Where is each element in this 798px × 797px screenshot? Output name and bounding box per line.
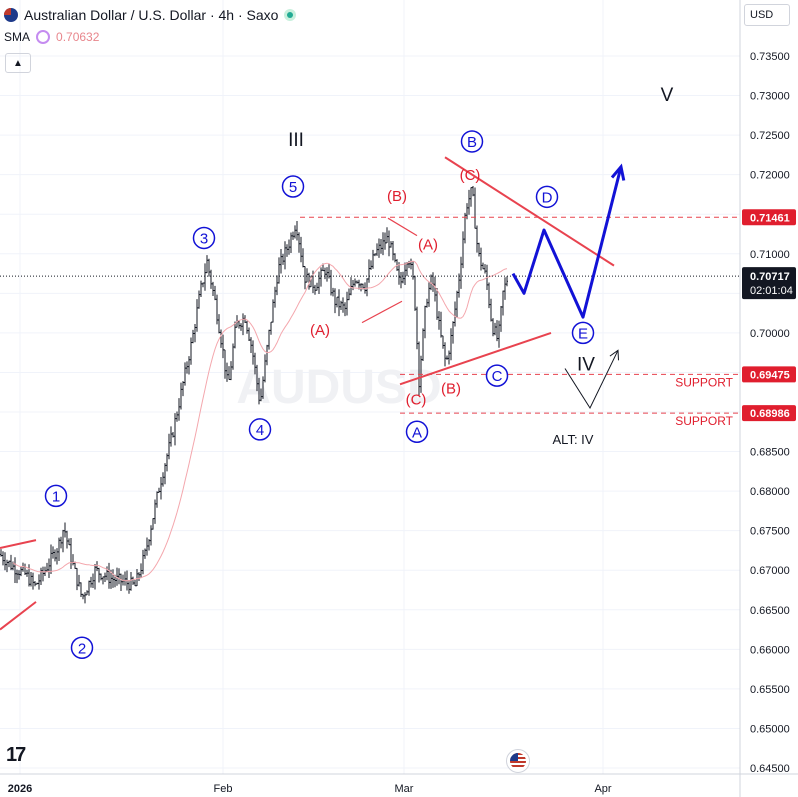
trendline[interactable] [444,156,615,267]
x-tick-label: Feb [214,783,233,795]
alt-projection-path[interactable] [564,350,619,410]
wave-label[interactable]: 5 [289,179,297,196]
wave-label[interactable]: A [412,424,422,441]
y-tick-label: 0.73000 [750,91,790,103]
level-price-text: 0.71461 [750,212,790,224]
level-price-tag [742,405,796,422]
wave-label[interactable]: (B) [441,380,461,397]
level-price-tag [742,209,796,226]
sma-legend: SMA 0.70632 [4,30,99,44]
aud-usd-flag-icon [4,8,18,22]
x-tick-label: Apr [594,783,611,795]
sma-settings-icon[interactable] [36,30,51,44]
y-tick-label: 0.64500 [750,763,790,775]
level-price-text: 0.69475 [750,369,790,381]
wave-label-circle[interactable] [571,321,595,345]
y-tick-label: 0.72000 [750,170,790,182]
wave-label-circle[interactable] [248,418,272,441]
x-tick-label: 2026 [8,783,32,795]
support-label: SUPPORT [675,375,733,389]
y-tick-label: 0.68500 [750,447,790,459]
wave-label-circle[interactable] [405,420,429,444]
level-price-tag [742,366,796,383]
wave-label-circle[interactable] [44,484,68,508]
symbol-watermark: AUDUSD [236,361,441,414]
wave-label[interactable]: B [467,134,477,151]
wave-label-circle[interactable] [485,364,509,387]
wave-label[interactable]: E [578,325,588,342]
collapse-legend-button[interactable]: ▲ [5,53,31,73]
y-tick-label: 0.67000 [750,565,790,577]
wave-label[interactable]: (A) [418,236,438,253]
wave-label[interactable]: III [288,130,304,151]
y-tick-label: 0.66000 [750,644,790,656]
trendline[interactable] [0,539,37,550]
wave-label[interactable]: 2 [78,640,86,657]
sma-line [12,260,508,582]
wave-label[interactable]: C [492,368,503,385]
wave-label[interactable]: IV [577,355,595,376]
y-tick-label: 0.66500 [750,605,790,617]
projection-arrowhead [610,163,626,181]
market-open-icon [284,9,297,21]
symbol-header: Australian Dollar / U.S. Dollar · 4h · S… [4,5,297,25]
wave-label-circle[interactable] [192,226,216,250]
y-tick-label: 0.65000 [750,723,790,735]
wave-label[interactable]: (C) [460,167,481,184]
wave-label[interactable]: V [661,85,674,106]
sma-label[interactable]: SMA [4,30,31,44]
currency-button[interactable]: USD [744,4,790,26]
wave-label[interactable]: (C) [406,392,427,409]
wave-label[interactable]: D [542,189,553,206]
trendline[interactable] [0,601,37,631]
us-flag-icon[interactable] [506,749,530,773]
wave-label[interactable]: (A) [310,322,330,339]
wave-label[interactable]: (B) [387,188,407,205]
bar-countdown-text: 02:01:04 [750,285,793,297]
trendline[interactable] [387,217,418,237]
wave-label[interactable]: 1 [52,488,60,505]
tradingview-logo[interactable]: 17 [6,744,26,766]
wave-label-circle[interactable] [460,130,484,153]
y-tick-label: 0.71000 [750,249,790,261]
wave-label[interactable]: ALT: IV [553,432,594,447]
wave-label[interactable]: 4 [256,422,264,439]
symbol-title[interactable]: Australian Dollar / U.S. Dollar · 4h · S… [24,7,279,23]
alt-projection-arrowhead [609,349,619,361]
y-tick-label: 0.70000 [750,328,790,340]
wave-label-circle[interactable] [70,636,94,660]
support-label: SUPPORT [675,414,733,428]
y-tick-label: 0.67500 [750,526,790,538]
wave-label-circle[interactable] [535,185,559,209]
y-tick-label: 0.68000 [750,486,790,498]
wave-projection-path[interactable] [511,166,623,319]
y-tick-label: 0.65500 [750,684,790,696]
current-price-tag [742,267,796,300]
trendline[interactable] [399,331,552,386]
trendline[interactable] [361,300,403,324]
y-tick-label: 0.72500 [750,130,790,142]
y-tick-label: 0.73500 [750,51,790,63]
sma-value: 0.70632 [56,30,100,44]
wave-label-circle[interactable] [281,175,305,198]
x-tick-label: Mar [395,783,414,795]
level-price-text: 0.68986 [750,408,790,420]
current-price-text: 0.70717 [750,271,790,283]
wave-label[interactable]: 3 [200,230,208,247]
